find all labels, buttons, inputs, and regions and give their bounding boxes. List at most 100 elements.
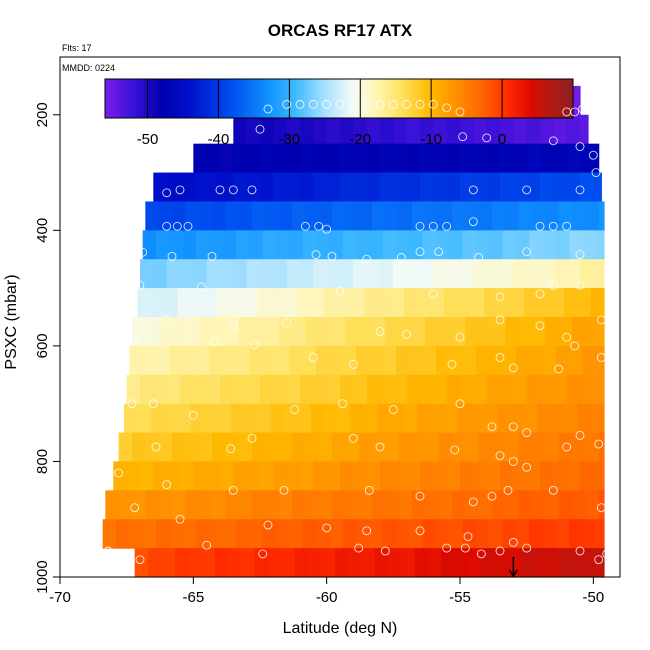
- colorbar-tick-label: -40: [208, 131, 230, 148]
- heatmap-cell: [425, 490, 440, 520]
- colorbar-segment: [471, 79, 476, 118]
- heatmap-cell: [516, 345, 530, 376]
- observation-point: [162, 480, 172, 490]
- heatmap-cell: [601, 548, 605, 578]
- heatmap-cell: [294, 548, 309, 578]
- colorbar-segment: [487, 79, 492, 118]
- observation-point: [468, 185, 478, 195]
- heatmap-cell: [329, 519, 344, 549]
- observation-point: [415, 526, 425, 536]
- observation-point: [362, 99, 372, 109]
- heatmap-cell: [438, 317, 453, 347]
- heatmap-cell: [238, 490, 253, 520]
- colorbar-segment: [506, 79, 512, 118]
- heatmap-cell: [246, 461, 261, 491]
- heatmap-cell: [465, 317, 480, 347]
- heatmap-cell: [412, 432, 426, 463]
- heatmap-cell: [286, 143, 301, 174]
- heatmap-cell: [369, 230, 384, 260]
- heatmap-cell: [313, 374, 328, 405]
- heatmap-cell: [302, 345, 317, 376]
- heatmap-cell: [366, 172, 381, 203]
- heatmap-cell: [558, 317, 573, 347]
- x-tick-label: -65: [182, 589, 204, 606]
- heatmap-cell: [238, 432, 253, 463]
- heatmap-cell: [182, 230, 197, 260]
- heatmap-cell: [313, 259, 328, 289]
- heatmap-cell: [446, 374, 461, 405]
- heatmap-cell: [476, 519, 490, 549]
- observation-point: [596, 315, 606, 325]
- heatmap-cell: [150, 288, 165, 318]
- heatmap-cell: [166, 259, 181, 289]
- heatmap-cell: [390, 403, 405, 434]
- heatmap-cell: [262, 345, 277, 376]
- heatmap-cell: [382, 230, 397, 260]
- heatmap-cell: [596, 230, 605, 260]
- heatmap-cell: [532, 432, 546, 463]
- colorbar-segment: [233, 79, 239, 118]
- heatmap-cell: [526, 374, 541, 405]
- heatmap-cell: [529, 345, 544, 376]
- heatmap-cell: [598, 317, 605, 347]
- heatmap-cell: [156, 345, 170, 376]
- heatmap-cell: [393, 259, 408, 289]
- heatmap-cell: [406, 114, 421, 145]
- heatmap-cell: [286, 259, 301, 289]
- heatmap-cell: [540, 143, 554, 174]
- colorbar-segment: [401, 79, 406, 118]
- colorbar-segment: [225, 79, 231, 118]
- observation-point: [596, 503, 606, 513]
- observation-point: [396, 253, 406, 262]
- heatmap-cell: [273, 461, 288, 491]
- heatmap-cell: [222, 519, 237, 549]
- colorbar-segment: [467, 79, 473, 118]
- colorbar-segment: [569, 79, 574, 118]
- heatmap-cell: [220, 374, 234, 405]
- heatmap-cell: [596, 519, 605, 549]
- heatmap-cell: [116, 519, 130, 549]
- heatmap-cell: [484, 288, 498, 318]
- heatmap-cell: [316, 345, 330, 376]
- heatmap-cell: [166, 461, 181, 491]
- heatmap-cell: [582, 519, 597, 549]
- heatmap-cell: [460, 143, 474, 174]
- heatmap-cell: [198, 490, 213, 520]
- heatmap-cell: [140, 259, 154, 289]
- observation-point: [415, 221, 425, 231]
- heatmap-cell: [430, 288, 445, 318]
- colorbar-frame: [104, 78, 574, 119]
- colorbar-segment: [479, 79, 484, 118]
- heatmap-cell: [233, 172, 248, 203]
- heatmap-cell: [158, 317, 173, 347]
- heatmap-cell: [553, 114, 568, 145]
- heatmap-cell: [310, 288, 325, 318]
- heatmap-cell: [500, 374, 514, 405]
- heatmap-cell: [398, 490, 413, 520]
- heatmap-cell: [212, 201, 226, 231]
- heatmap-cell: [246, 143, 261, 174]
- heatmap-cell: [332, 201, 346, 231]
- heatmap-cell: [433, 259, 448, 289]
- colorbar-segment: [276, 79, 281, 118]
- heatmap-cell: [153, 374, 168, 405]
- heatmap-cell: [342, 519, 357, 549]
- heatmap-cell: [452, 432, 466, 463]
- heatmap-cell: [284, 403, 298, 434]
- heatmap-cell: [273, 172, 288, 203]
- heatmap-cell: [313, 172, 328, 203]
- heatmap-cell: [422, 345, 437, 376]
- heatmap-cell: [265, 490, 280, 520]
- observation-point: [495, 352, 505, 362]
- colorbar-segment: [522, 79, 527, 118]
- colorbar-segment: [385, 79, 391, 118]
- heatmap-cell: [225, 490, 240, 520]
- heatmap-cell: [385, 201, 400, 231]
- colorbar-segment: [366, 79, 371, 118]
- colorbar-tick-label: -50: [137, 131, 159, 148]
- observation-point: [522, 462, 532, 472]
- y-axis-title: PSXC (mbar): [3, 274, 20, 369]
- heatmap-cell: [582, 345, 597, 376]
- heatmap-cell: [204, 288, 218, 318]
- colorbar-segment: [151, 79, 157, 118]
